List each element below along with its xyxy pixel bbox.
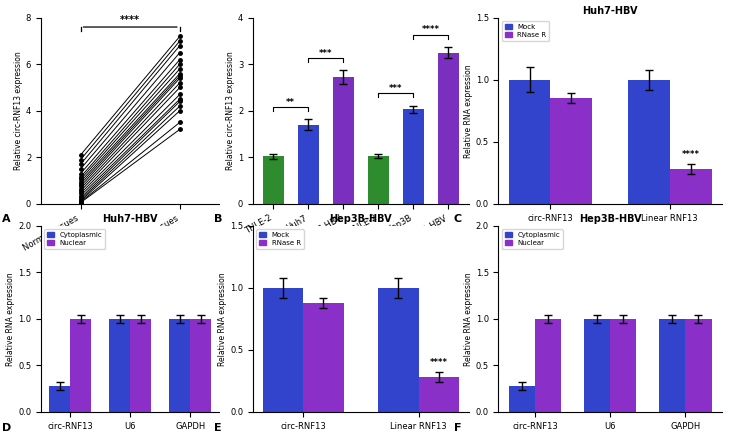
Bar: [109, 319, 130, 412]
Text: E: E: [214, 423, 222, 433]
Legend: Mock, RNase R: Mock, RNase R: [502, 21, 549, 41]
Text: F: F: [454, 423, 461, 433]
Title: Huh7-HBV: Huh7-HBV: [583, 6, 638, 16]
Y-axis label: Relative RNA expression: Relative RNA expression: [218, 272, 228, 366]
Bar: [190, 319, 211, 412]
Bar: [628, 80, 670, 204]
Bar: [303, 303, 344, 412]
Bar: [685, 319, 711, 412]
Bar: [610, 319, 636, 412]
Bar: [509, 80, 551, 204]
Bar: [263, 156, 283, 204]
Bar: [378, 288, 419, 412]
Legend: Mock, RNase R: Mock, RNase R: [257, 229, 304, 249]
Bar: [130, 319, 151, 412]
Text: **: **: [286, 97, 295, 107]
Bar: [509, 386, 535, 412]
Bar: [403, 109, 424, 204]
Text: C: C: [454, 214, 462, 225]
Legend: Cytoplasmic, Nuclear: Cytoplasmic, Nuclear: [502, 229, 562, 249]
Bar: [49, 386, 70, 412]
Bar: [419, 377, 459, 412]
Bar: [551, 98, 592, 204]
Text: B: B: [214, 214, 222, 225]
Y-axis label: Relative RNA expression: Relative RNA expression: [464, 272, 473, 366]
Bar: [70, 319, 91, 412]
Bar: [535, 319, 561, 412]
Bar: [263, 288, 303, 412]
Bar: [368, 156, 389, 204]
Bar: [438, 53, 459, 204]
Text: ****: ****: [121, 15, 140, 25]
Bar: [584, 319, 610, 412]
Title: Hep3B-HBV: Hep3B-HBV: [330, 214, 392, 224]
Text: D: D: [1, 423, 11, 433]
Bar: [170, 319, 190, 412]
Y-axis label: Relative RNA expression: Relative RNA expression: [464, 64, 473, 158]
Text: A: A: [1, 214, 10, 225]
Text: ***: ***: [319, 49, 333, 58]
Text: ****: ****: [422, 25, 440, 35]
Bar: [333, 77, 354, 204]
Bar: [298, 125, 319, 204]
Bar: [670, 169, 711, 204]
Bar: [659, 319, 685, 412]
Title: Hep3B-HBV: Hep3B-HBV: [579, 214, 641, 224]
Title: Huh7-HBV: Huh7-HBV: [103, 214, 158, 224]
Y-axis label: Relative circ-RNF13 expression: Relative circ-RNF13 expression: [226, 51, 235, 170]
Y-axis label: Relative circ-RNF13 expression: Relative circ-RNF13 expression: [14, 51, 23, 170]
Text: ****: ****: [682, 150, 699, 159]
Text: ****: ****: [430, 358, 448, 367]
Legend: Cytoplasmic, Nuclear: Cytoplasmic, Nuclear: [45, 229, 105, 249]
Text: ***: ***: [389, 84, 403, 93]
Y-axis label: Relative RNA expression: Relative RNA expression: [6, 272, 16, 366]
